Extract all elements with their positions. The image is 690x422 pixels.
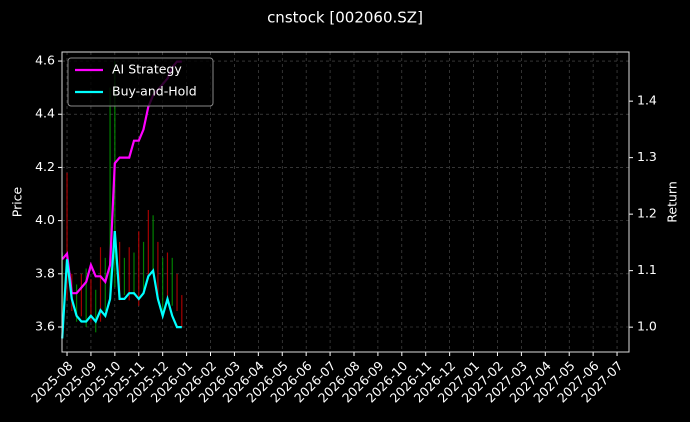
y-axis-label: Price — [10, 186, 25, 217]
plot-frame — [61, 51, 630, 353]
y-tick-label: 4.6 — [35, 53, 55, 68]
y-tick-label: 4.0 — [35, 212, 55, 227]
legend-box — [67, 57, 214, 107]
y2-tick-label: 1.4 — [637, 93, 657, 108]
y2-tick-label: 1.1 — [637, 262, 657, 277]
legend-label: AI Strategy — [112, 62, 182, 77]
y-tick-label: 4.4 — [35, 106, 55, 121]
return-line — [61, 231, 182, 339]
y2-axis-label: Return — [665, 181, 680, 222]
y-tick-label: 3.8 — [35, 265, 55, 280]
y2-tick-label: 1.2 — [637, 206, 657, 221]
legend-label: Buy-and-Hold — [112, 84, 197, 99]
chart-title: cnstock [002060.SZ] — [267, 9, 423, 27]
y-tick-label: 4.2 — [35, 159, 55, 174]
y2-tick-label: 1.3 — [637, 149, 657, 164]
y-tick-label: 3.6 — [35, 319, 55, 334]
y2-tick-label: 1.0 — [637, 319, 657, 334]
